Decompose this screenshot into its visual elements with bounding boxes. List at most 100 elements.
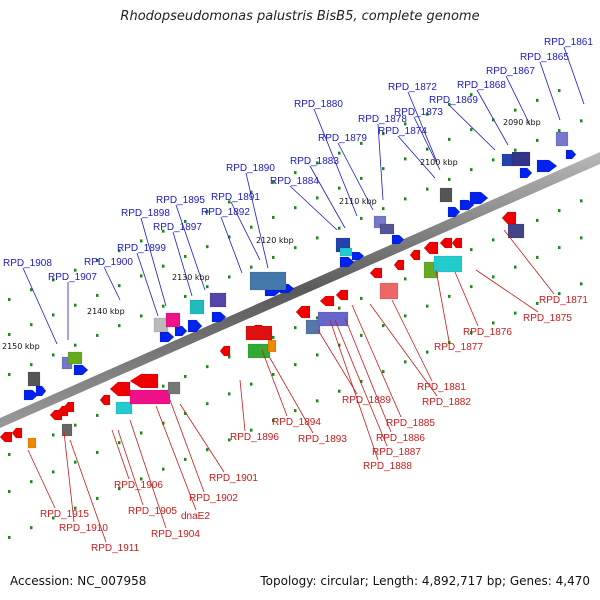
tick-mark xyxy=(272,255,275,259)
label-leader-line xyxy=(344,317,392,433)
tick-mark xyxy=(492,238,495,242)
gene-arrow xyxy=(295,305,311,319)
tick-mark xyxy=(228,235,231,239)
tick-mark xyxy=(470,248,473,252)
feature-block xyxy=(165,312,181,328)
gene-label: RPD_1887 xyxy=(372,447,421,458)
label-layer: 2090 kbp 2100 kbp 2110 kbp 2120 kbp 2130 kbp… xyxy=(2,37,593,554)
label-leader-line xyxy=(454,271,479,327)
genome-backbone xyxy=(0,152,600,428)
gene-label: RPD_1885 xyxy=(386,418,435,429)
tick-mark xyxy=(316,316,319,320)
gene-label: RPD_1880 xyxy=(294,99,343,110)
tick-mark xyxy=(228,200,231,204)
gene-label: RPD_1893 xyxy=(298,434,347,445)
tick-mark xyxy=(470,128,473,132)
feature-block xyxy=(167,381,181,395)
tick-label: 2120 kbp xyxy=(256,236,294,245)
tick-mark xyxy=(52,516,55,520)
tick-mark xyxy=(8,452,11,456)
tick-mark xyxy=(536,98,539,102)
label-leader-line xyxy=(169,399,205,493)
tick-mark xyxy=(96,496,99,500)
tick-label: 2110 kbp xyxy=(339,197,377,206)
label-leader-line xyxy=(239,379,246,432)
tick-mark xyxy=(162,304,165,308)
tick-mark xyxy=(470,285,473,289)
label-leader-line xyxy=(369,303,438,397)
gene-arrow xyxy=(23,389,39,401)
tick-mark xyxy=(8,297,11,301)
tick-mark xyxy=(404,314,407,318)
gene-label: RPD_1872 xyxy=(388,82,437,93)
accession-label: Accession: NC_007958 xyxy=(10,574,147,588)
summary-label: Topology: circular; Length: 4,892,717 bp… xyxy=(260,574,590,588)
tick-mark xyxy=(140,239,143,243)
tick-mark xyxy=(30,480,33,484)
tick-mark xyxy=(272,372,275,376)
tick-mark xyxy=(8,332,11,336)
tick-mark xyxy=(360,141,363,145)
tick-mark xyxy=(96,293,99,297)
label-leader-line xyxy=(503,229,555,295)
label-leader-line xyxy=(220,216,243,274)
tick-mark xyxy=(30,323,33,327)
tick-mark xyxy=(30,526,33,530)
feature-block xyxy=(555,131,569,147)
tick-mark xyxy=(162,384,165,388)
gene-arrow xyxy=(439,237,453,249)
tick-mark xyxy=(580,282,583,286)
tick-mark xyxy=(382,207,385,211)
gene-arrow xyxy=(339,256,355,268)
tick-mark xyxy=(206,448,209,452)
label-leader-line xyxy=(476,89,509,146)
tick-mark xyxy=(404,277,407,281)
tick-mark xyxy=(206,245,209,249)
label-leader-line xyxy=(175,204,206,291)
gene-arrow xyxy=(0,431,13,443)
tick-mark xyxy=(360,296,363,300)
tick-mark xyxy=(360,333,363,337)
label-leader-line xyxy=(313,108,358,217)
feature-block xyxy=(27,371,41,387)
tick-mark xyxy=(492,321,495,325)
tick-mark xyxy=(74,460,77,464)
tick-mark xyxy=(426,112,429,116)
feature-block xyxy=(189,299,205,315)
tick-mark xyxy=(404,157,407,161)
tick-mark xyxy=(470,331,473,335)
tick-mark xyxy=(118,441,121,445)
label-leader-line xyxy=(140,217,167,307)
tick-label: 2100 kbp xyxy=(420,158,458,167)
gene-label: RPD_1861 xyxy=(544,37,593,48)
label-leader-line xyxy=(317,329,358,395)
label-leader-line xyxy=(329,319,379,461)
map-title: Rhodopseudomonas palustris BisB5, comple… xyxy=(120,9,480,24)
label-leader-line xyxy=(505,75,531,126)
label-leader-line xyxy=(136,252,159,317)
feature-block xyxy=(305,319,321,335)
tick-mark xyxy=(470,93,473,97)
tick-mark xyxy=(140,431,143,435)
gene-arrow xyxy=(501,211,517,225)
tick-mark xyxy=(536,138,539,142)
gene-arrow xyxy=(211,311,227,323)
tick-mark xyxy=(74,343,77,347)
gene-label: dnaE2 xyxy=(181,511,210,522)
gene-label: RPD_1900 xyxy=(84,257,133,268)
gene-label: RPD_1905 xyxy=(128,506,177,517)
gene-label: RPD_1904 xyxy=(151,529,200,540)
tick-mark xyxy=(8,372,11,376)
tick-mark xyxy=(74,506,77,510)
tick-mark xyxy=(558,89,561,93)
tick-label: 2090 kbp xyxy=(503,118,541,127)
gene-label: RPD_1889 xyxy=(342,395,391,406)
tick-mark xyxy=(118,487,121,491)
tick-mark xyxy=(426,304,429,308)
feature-block xyxy=(511,151,531,167)
tick-mark xyxy=(448,340,451,344)
feature-block xyxy=(379,223,395,235)
tick-mark xyxy=(74,423,77,427)
label-leader-line xyxy=(230,201,261,261)
tick-mark xyxy=(316,236,319,240)
